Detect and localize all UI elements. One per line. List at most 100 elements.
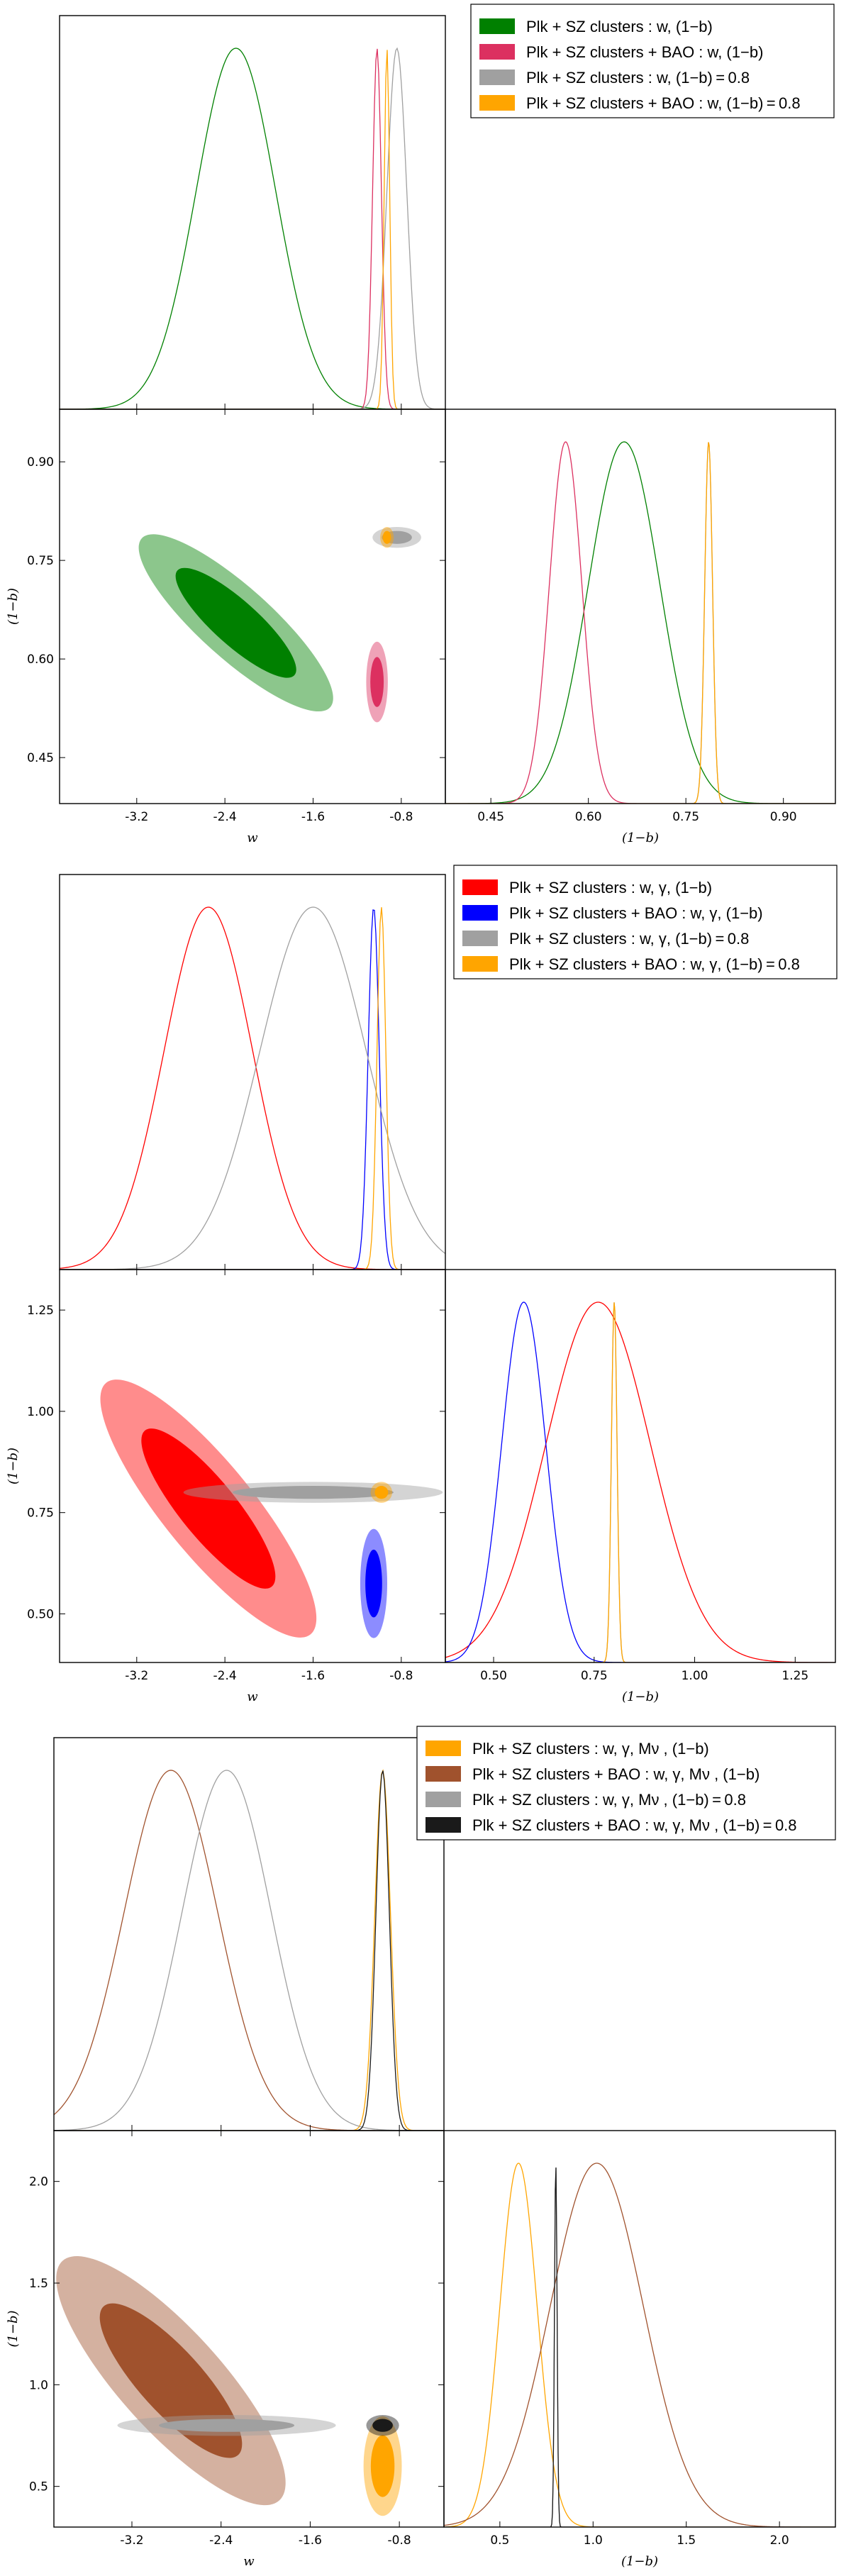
- legend-label: Plk + SZ clusters + BAO : w, γ, Mν , (1−…: [472, 1765, 760, 1783]
- w-marginal-panel: [60, 906, 445, 1270]
- b-tick-label: 1.5: [29, 2277, 48, 2291]
- w-tick-label: -3.2: [125, 810, 148, 824]
- contour-crimson-68: [370, 657, 384, 707]
- w-marginal-gray: [54, 1770, 444, 2131]
- b-marginal-panel: [445, 1301, 835, 1662]
- contour-black-68: [372, 2419, 393, 2432]
- legend-swatch: [479, 95, 515, 111]
- corner-plot-3: -3.2 -2.4 -1.6 -0.8 0.5 1.0 1.5 2.0 0.5 1.0 1.5 2.0…: [6, 1726, 836, 2569]
- legend-label: Plk + SZ clusters + BAO : w, γ, Mν , (1−…: [472, 1816, 797, 1834]
- contour-panel: [138, 527, 421, 723]
- b-marginal-red: [445, 1301, 835, 1662]
- b-axis-label: (1−b): [6, 2310, 21, 2347]
- legend-frame: [470, 4, 835, 118]
- w-axis-label: w: [247, 831, 258, 845]
- legend-label: Plk + SZ clusters : w, γ, Mν , (1−b): [472, 1740, 709, 1758]
- b-tick-label: 0.75: [581, 1669, 608, 1683]
- b-marginal-gray: [444, 2167, 835, 2527]
- w-marginal-brown: [54, 1770, 444, 2131]
- w-tick-label: -0.8: [389, 810, 413, 824]
- contour-orange-68: [374, 1486, 389, 1499]
- b-marginal-green: [445, 441, 835, 804]
- legend-swatch: [425, 1741, 461, 1756]
- b-tick-label: 0.5: [29, 2480, 48, 2494]
- b-tick-label: 1.25: [27, 1304, 54, 1318]
- legend-swatch: [479, 70, 515, 85]
- b-axis-label: (1−b): [6, 588, 21, 625]
- w-tick-label: -1.6: [299, 2533, 322, 2548]
- w-axis-label: w: [243, 2554, 255, 2569]
- w-marginal-black: [54, 1770, 444, 2131]
- legend: Plk + SZ clusters : w, γ, Mν , (1−b) Plk …: [416, 1726, 836, 1841]
- w-marginal-green: [60, 48, 445, 409]
- legend-frame: [453, 865, 838, 979]
- legend-swatch: [479, 44, 515, 60]
- legend-label: Plk + SZ clusters : w, γ, (1−b): [509, 879, 712, 896]
- contour-panel: [56, 2256, 402, 2516]
- b-tick-label: 2.0: [770, 2533, 789, 2548]
- legend-swatch: [425, 1792, 461, 1807]
- b-marginal-frame: [445, 409, 836, 804]
- b-marginal-panel: [445, 441, 835, 804]
- b-marginal-panel: [444, 2163, 835, 2527]
- b-tick-label: 2.0: [29, 2175, 48, 2189]
- legend-swatch: [425, 1766, 461, 1782]
- w-tick-label: -2.4: [213, 1669, 237, 1683]
- b-tick-label: 1.00: [682, 1669, 708, 1683]
- w-axis-label: w: [247, 1689, 258, 1704]
- b-marginal-orange: [445, 442, 835, 804]
- corner-plot-1: -3.2 -2.4 -1.6 -0.8 0.45 0.60 0.75 0.90 0.45 0.60…: [6, 4, 836, 845]
- b-marginal-gray: [445, 442, 835, 804]
- w-marginal-gray: [60, 47, 445, 409]
- b-tick-label: 0.60: [27, 653, 54, 667]
- b-marginal-brown: [444, 2163, 835, 2527]
- b-axis-label-right: (1−b): [622, 1689, 659, 1704]
- b-tick-label: 1.0: [29, 2378, 48, 2392]
- b-axis-label-right: (1−b): [622, 831, 659, 845]
- w-marginal-orange: [60, 50, 445, 409]
- legend-label: Plk + SZ clusters + BAO : w, γ, (1−b) = …: [509, 955, 800, 973]
- b-tick-label: 0.75: [27, 554, 54, 568]
- b-marginal-blue: [445, 1301, 835, 1662]
- b-marginal-gray: [445, 1302, 835, 1662]
- legend: Plk + SZ clusters : w, γ, (1−b) Plk + SZ …: [453, 865, 838, 979]
- legend-swatch: [425, 1817, 461, 1833]
- w-tick-label: -1.6: [301, 1669, 325, 1683]
- legend-frame: [416, 1726, 836, 1841]
- w-marginal-orange: [60, 907, 445, 1270]
- b-tick-label: 0.50: [480, 1669, 507, 1683]
- w-tick-label: -3.2: [125, 1669, 148, 1683]
- legend-swatch: [479, 18, 515, 34]
- b-tick-label: 0.75: [672, 810, 699, 824]
- contour-panel: [100, 1379, 443, 1638]
- b-tick-label: 0.60: [575, 810, 602, 824]
- w-marginal-blue: [60, 909, 445, 1270]
- legend-label: Plk + SZ clusters : w, γ, Mν , (1−b) = 0…: [472, 1791, 746, 1809]
- contour-gray-68: [159, 2419, 295, 2432]
- legend-label: Plk + SZ clusters + BAO : w, (1−b): [526, 43, 763, 61]
- b-marginal-black: [444, 2167, 835, 2527]
- b-marginal-crimson: [445, 441, 835, 804]
- b-tick-label: 1.0: [584, 2533, 603, 2548]
- w-marginal-gray: [60, 906, 445, 1270]
- contour-blue-68: [365, 1549, 382, 1618]
- w-marginal-orange: [54, 1769, 444, 2131]
- b-marginal-frame: [443, 2130, 836, 2528]
- legend-swatch: [462, 905, 498, 921]
- w-tick-label: -3.2: [120, 2533, 143, 2548]
- b-tick-label: 0.50: [27, 1607, 54, 1621]
- contour-orange-68: [370, 2435, 395, 2497]
- b-tick-label: 1.5: [677, 2533, 696, 2548]
- b-axis-label: (1−b): [6, 1448, 21, 1484]
- legend-swatch: [462, 879, 498, 895]
- w-marginal-frame: [59, 874, 446, 1270]
- contour-orange-68: [382, 531, 391, 544]
- b-axis-label-right: (1−b): [621, 2554, 658, 2569]
- b-tick-label: 0.45: [477, 810, 504, 824]
- w-tick-label: -2.4: [213, 810, 237, 824]
- legend-label: Plk + SZ clusters : w, (1−b): [526, 18, 713, 35]
- legend-label: Plk + SZ clusters : w, (1−b) = 0.8: [526, 69, 750, 87]
- w-marginal-panel: [54, 1769, 444, 2131]
- legend-swatch: [462, 931, 498, 946]
